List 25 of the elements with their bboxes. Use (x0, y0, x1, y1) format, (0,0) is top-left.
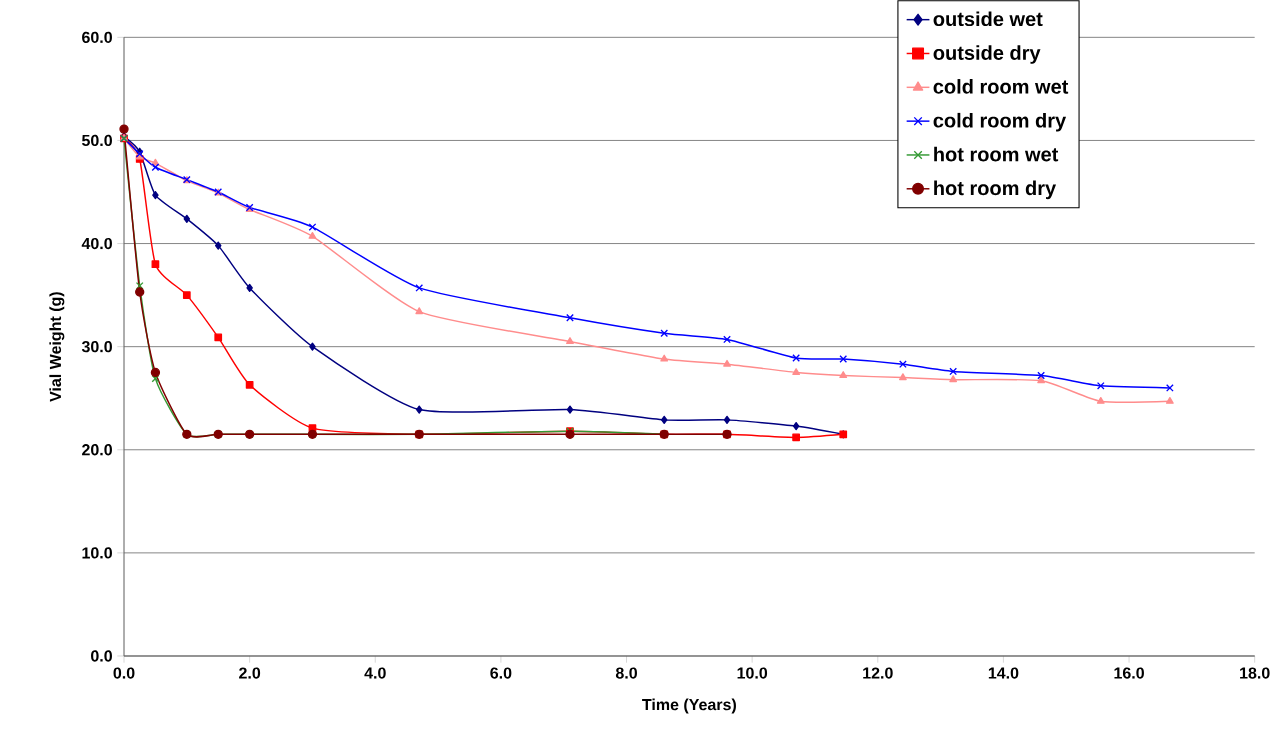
y-tick-label: 60.0 (82, 31, 112, 43)
x-tick-label: 4.0 (364, 667, 386, 679)
x-tick-label: 12.0 (863, 667, 893, 679)
y-tick-label: 40.0 (81, 237, 112, 250)
y-tick-label: 50.0 (81, 134, 112, 147)
x-tick-label: 14.0 (988, 667, 1019, 679)
legend-label: hot room dry (934, 180, 1057, 200)
legend-label: outside dry (933, 45, 1041, 64)
y-tick-label: 30.0 (81, 341, 112, 353)
y-axis-title: Vial Weight (g) (49, 292, 65, 402)
x-tick-label: 18.0 (1240, 667, 1270, 679)
legend-label: hot room wet (934, 146, 1059, 162)
y-tick-label: 20.0 (82, 444, 112, 456)
y-tick-label: 10.0 (82, 547, 112, 559)
x-tick-label: 10.0 (737, 667, 768, 679)
x-tick-label: 0.0 (113, 667, 135, 679)
x-tick-label: 2.0 (239, 667, 261, 679)
x-tick-label: 8.0 (615, 667, 637, 679)
x-axis-title: Time (Years) (642, 698, 736, 714)
y-tick-label: 0.0 (91, 650, 112, 662)
legend-label: cold room dry (933, 112, 1067, 132)
legend-label: cold room wet (933, 79, 1069, 94)
legend-label: outside wet (933, 11, 1043, 27)
x-tick-label: 6.0 (490, 667, 512, 679)
x-tick-label: 16.0 (1114, 667, 1144, 679)
